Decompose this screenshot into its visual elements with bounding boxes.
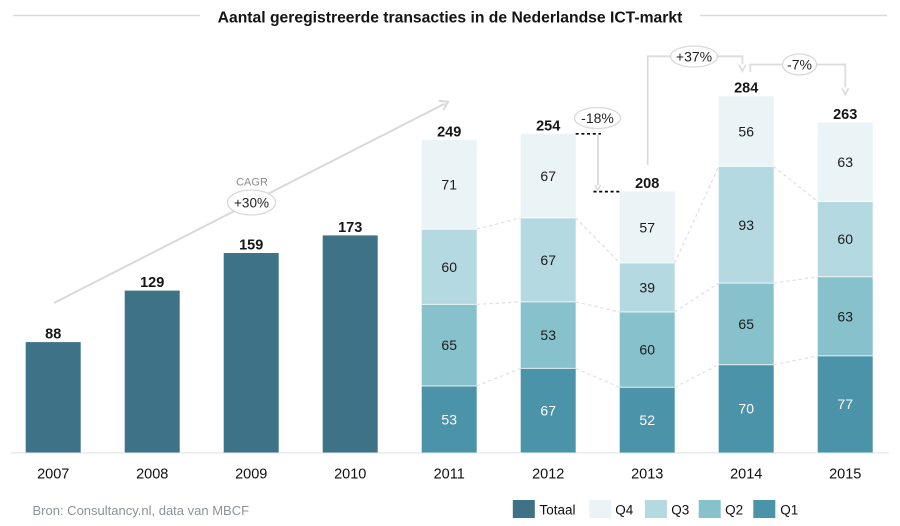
svg-text:Bron: Consultancy.nl, data van: Bron: Consultancy.nl, data van MBCF (33, 503, 250, 518)
svg-text:2014: 2014 (730, 467, 762, 483)
svg-text:53: 53 (540, 327, 556, 343)
svg-text:-18%: -18% (581, 110, 614, 126)
svg-text:Q2: Q2 (725, 503, 743, 518)
svg-text:2007: 2007 (37, 467, 69, 483)
svg-text:159: 159 (239, 238, 263, 254)
svg-text:208: 208 (635, 176, 659, 192)
svg-text:Aantal geregistreerde transact: Aantal geregistreerde transacties in de … (218, 10, 683, 27)
svg-text:60: 60 (639, 342, 655, 358)
svg-text:67: 67 (540, 168, 556, 184)
svg-text:2012: 2012 (532, 467, 564, 483)
svg-text:2008: 2008 (136, 467, 168, 483)
svg-text:2011: 2011 (434, 467, 465, 483)
svg-text:70: 70 (738, 401, 754, 417)
svg-text:249: 249 (437, 125, 461, 141)
svg-text:284: 284 (734, 81, 758, 97)
svg-text:53: 53 (441, 411, 457, 427)
svg-text:67: 67 (540, 252, 556, 268)
svg-text:71: 71 (441, 177, 457, 193)
svg-text:129: 129 (140, 275, 164, 291)
svg-text:52: 52 (639, 412, 655, 428)
svg-text:65: 65 (738, 316, 754, 332)
svg-text:77: 77 (837, 396, 853, 412)
svg-text:60: 60 (837, 231, 853, 247)
svg-text:65: 65 (441, 337, 457, 353)
svg-text:173: 173 (338, 220, 362, 236)
svg-text:CAGR: CAGR (236, 177, 268, 189)
svg-text:56: 56 (738, 123, 754, 139)
svg-text:254: 254 (536, 118, 560, 134)
svg-text:88: 88 (45, 327, 61, 343)
svg-text:Q1: Q1 (780, 503, 798, 518)
svg-text:57: 57 (639, 219, 655, 235)
svg-text:60: 60 (441, 259, 457, 275)
svg-text:+37%: +37% (676, 49, 712, 65)
svg-text:2013: 2013 (631, 467, 663, 483)
svg-text:Q3: Q3 (671, 503, 689, 518)
svg-text:2015: 2015 (829, 467, 861, 483)
svg-text:-7%: -7% (787, 57, 812, 73)
svg-text:63: 63 (837, 308, 853, 324)
svg-text:67: 67 (540, 403, 556, 419)
svg-text:2009: 2009 (235, 467, 267, 483)
svg-text:93: 93 (738, 217, 754, 233)
svg-text:63: 63 (837, 154, 853, 170)
svg-text:Q4: Q4 (615, 503, 634, 518)
svg-text:39: 39 (639, 280, 655, 296)
svg-text:Totaal: Totaal (540, 503, 576, 518)
svg-text:2010: 2010 (334, 467, 366, 483)
svg-text:+30%: +30% (234, 196, 269, 211)
svg-text:263: 263 (833, 107, 857, 123)
